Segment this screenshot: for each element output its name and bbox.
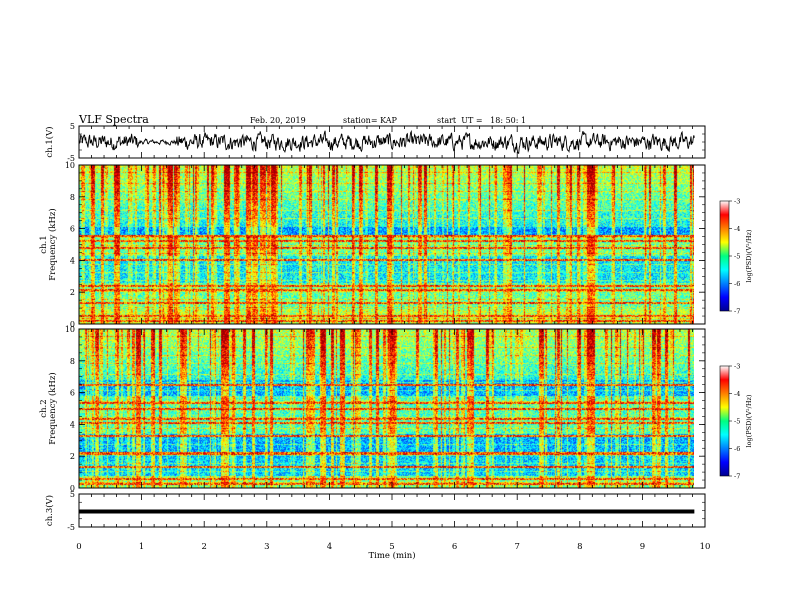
y-axis-label: ch.3(V) <box>44 495 55 526</box>
colorbar-tick-label: -3 <box>734 198 740 206</box>
ch2-colorbar: -3 -4 -5 -6 -7 log(PSD)(V²/Hz) <box>719 363 753 481</box>
y-tick-label: 8 <box>70 193 75 202</box>
x-tick-label: 9 <box>640 542 645 552</box>
header-station: station= KAP <box>343 116 398 125</box>
y-tick-label: 0 <box>70 320 75 329</box>
y-tick-label: 4 <box>70 256 75 265</box>
ch1-waveform-panel: 5 -5 ch.1(V) <box>44 122 706 163</box>
colorbar-tick-label: -6 <box>734 280 740 288</box>
ch3-waveform-panel: 5 -5 ch.3(V) <box>44 490 706 532</box>
header-date: Feb. 20, 2019 <box>250 116 306 125</box>
y-tick-label: 6 <box>70 225 75 234</box>
x-tick-label: 2 <box>201 542 206 552</box>
colorbar-tick-label: -4 <box>734 225 740 233</box>
y-axis-label: Frequency (kHz) <box>47 372 58 444</box>
y-tick-label: 10 <box>65 325 75 334</box>
y-tick-label: 10 <box>65 161 75 170</box>
y-axis-label: ch.1(V) <box>44 126 55 157</box>
y-tick-label: 6 <box>70 389 75 398</box>
colorbar-tick-label: -7 <box>734 308 740 316</box>
x-tick-label: 6 <box>452 542 457 552</box>
y-tick-label: 2 <box>70 288 75 297</box>
y-tick-label: 0 <box>70 484 75 493</box>
y-tick-label: 4 <box>70 420 75 429</box>
y-tick-label: 5 <box>70 490 75 499</box>
ch1-spectrogram-panel: 0 2 4 6 8 10 ch.1 Frequency (kHz) <box>39 161 706 329</box>
ch1-waveform-line <box>78 129 695 154</box>
x-tick-label: 10 <box>700 542 711 552</box>
header-start-time: start UT = 18: 50: 1 <box>437 116 526 125</box>
y-axis-label: Frequency (kHz) <box>47 208 58 280</box>
ch1-colorbar: -3 -4 -5 -6 -7 log(PSD)(V²/Hz) <box>719 198 753 316</box>
y-tick-label: 8 <box>70 357 75 366</box>
x-tick-label: 5 <box>389 542 394 552</box>
y-tick-label: -5 <box>67 523 75 532</box>
colorbar-tick-label: -5 <box>734 418 740 426</box>
colorbar-label: log(PSD)(V²/Hz) <box>745 394 753 447</box>
y-axis-label: ch.2 <box>39 399 49 417</box>
x-tick-label: 3 <box>264 542 269 552</box>
colorbar-label: log(PSD)(V²/Hz) <box>745 229 753 282</box>
colorbar-tick-label: -5 <box>734 253 740 261</box>
colorbar-tick-label: -4 <box>734 390 740 398</box>
colorbar-gradient <box>719 200 730 312</box>
x-tick-label: 4 <box>327 542 332 552</box>
y-tick-label: -5 <box>67 154 75 163</box>
x-axis: 0 1 2 3 4 5 6 7 8 9 10 Time (min) <box>76 542 710 561</box>
spectrogram-heatmap <box>79 329 694 488</box>
spectrogram-heatmap <box>79 165 694 324</box>
y-tick-label: 2 <box>70 452 75 461</box>
x-tick-label: 0 <box>76 542 81 552</box>
colorbar-tick-label: -6 <box>734 445 740 453</box>
y-tick-label: 5 <box>70 122 75 131</box>
x-tick-label: 7 <box>514 542 519 552</box>
y-axis-label: ch.1 <box>39 235 49 253</box>
x-axis-label: Time (min) <box>368 550 415 561</box>
colorbar-tick-label: -3 <box>734 363 740 371</box>
x-tick-label: 1 <box>139 542 144 552</box>
x-tick-label: 8 <box>577 542 582 552</box>
colorbar-gradient <box>719 365 730 477</box>
ch2-spectrogram-panel: 0 2 4 6 8 10 ch.2 Frequency (kHz) <box>39 325 706 493</box>
figure-title: VLF Spectra <box>78 113 149 126</box>
colorbar-tick-label: -7 <box>734 473 740 481</box>
